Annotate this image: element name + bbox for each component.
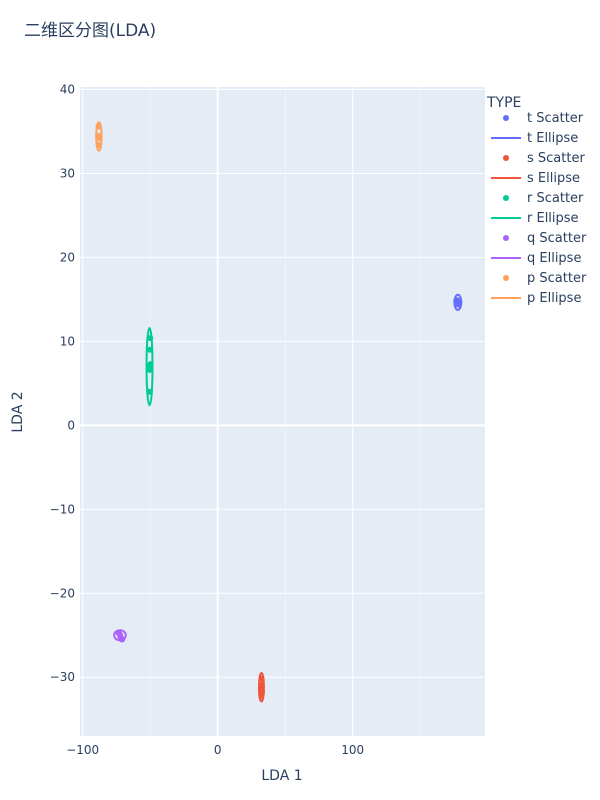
legend-label: p Ellipse [527,291,581,306]
scatter-point-s[interactable] [258,681,265,688]
x-tick-label: 100 [341,743,364,757]
scatter-point-p[interactable] [96,135,103,142]
data-layer [95,121,463,703]
legend-label: q Scatter [527,231,587,246]
legend-label: r Scatter [527,191,584,206]
x-tick-label: 0 [214,743,222,757]
ellipse-t[interactable] [453,293,463,311]
y-axis-title: LDA 2 [10,391,26,432]
scatter-point-t[interactable] [454,298,461,305]
legend-item-s-ellipse[interactable]: s Ellipse [491,171,580,186]
y-tick-label: 0 [67,418,75,432]
legend-title: TYPE [486,95,521,111]
legend-item-p-ellipse[interactable]: p Ellipse [491,291,581,306]
scatter-point-q[interactable] [119,636,126,643]
y-tick-label: −20 [50,586,75,600]
legend-item-r-ellipse[interactable]: r Ellipse [491,211,579,226]
scatter-point-r[interactable] [147,361,154,368]
scatter-point-r[interactable] [147,335,154,342]
x-axis-title: LDA 1 [261,768,302,784]
plot-area [80,87,485,736]
legend-label: p Scatter [527,271,587,286]
legend-label: s Scatter [527,151,585,166]
legend-label: r Ellipse [527,211,579,226]
legend-marker-t-scatter [503,115,509,121]
legend-marker-q-scatter [503,235,509,241]
legend-item-t-ellipse[interactable]: t Ellipse [491,131,578,146]
y-tick-label: 30 [60,166,75,180]
legend-marker-p-scatter [503,275,509,281]
legend-item-s-scatter[interactable]: s Scatter [503,151,585,166]
scatter-point-s[interactable] [258,675,265,682]
y-tick-label: −10 [50,502,75,516]
y-tick-label: −30 [50,670,75,684]
scatter-point-p[interactable] [95,123,102,130]
y-tick-label: 20 [60,250,75,264]
scatter-point-p[interactable] [95,141,102,148]
legend-item-t-scatter[interactable]: t Scatter [503,111,584,126]
legend-item-r-scatter[interactable]: r Scatter [503,191,584,206]
legend-item-q-ellipse[interactable]: q Ellipse [491,251,581,266]
legend-label: t Scatter [527,111,584,126]
legend-label: s Ellipse [527,171,580,186]
chart-title: 二维区分图(LDA) [24,21,156,41]
legend[interactable]: TYPE t Scatter t Ellipse s Scatter s Ellips… [486,95,587,306]
scatter-point-r[interactable] [146,366,153,373]
legend-item-q-scatter[interactable]: q Scatter [503,231,587,246]
legend-marker-r-scatter [503,195,509,201]
scatter-point-r[interactable] [146,388,153,395]
y-tick-label: 10 [60,334,75,348]
legend-items[interactable]: t Scatter t Ellipse s Scatter s Ellipse r Sc… [491,111,587,306]
scatter-point-s[interactable] [258,692,265,699]
legend-label: t Ellipse [527,131,578,146]
y-tick-label: 40 [60,83,75,97]
legend-item-p-scatter[interactable]: p Scatter [503,271,587,286]
scatter-point-r[interactable] [146,346,153,353]
legend-marker-s-scatter [503,155,509,161]
legend-label: q Ellipse [527,251,581,266]
x-tick-label: −100 [66,743,99,757]
scatter-point-q[interactable] [116,631,123,638]
